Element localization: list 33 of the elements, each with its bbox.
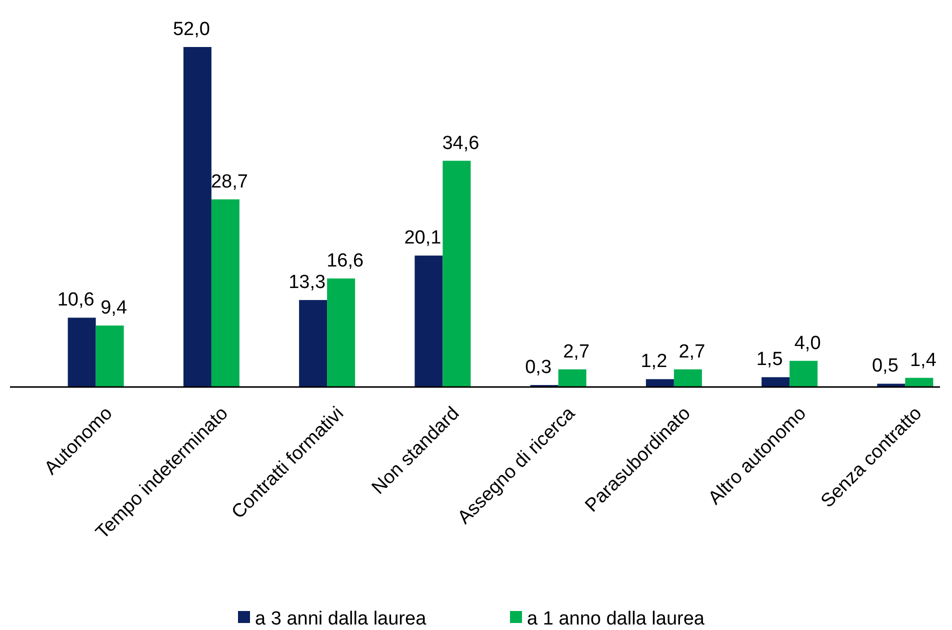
data-label: 2,7 [678, 341, 706, 362]
data-label: 9,4 [100, 298, 128, 319]
bar [68, 318, 96, 387]
data-label: 20,1 [404, 228, 442, 249]
legend-label: a 1 anno dalla laurea [527, 608, 705, 630]
data-label: 13,3 [288, 272, 326, 294]
data-label: 1,2 [640, 351, 668, 372]
bar [646, 379, 674, 387]
bar [877, 384, 906, 387]
bar [762, 377, 790, 387]
bar [183, 47, 212, 387]
bar [211, 199, 240, 387]
data-label: 52,0 [172, 19, 210, 40]
bar [790, 360, 818, 387]
bar [558, 369, 586, 387]
data-label: 1,5 [756, 349, 783, 370]
bar [327, 278, 356, 387]
data-label: 34,6 [442, 132, 480, 154]
data-label: 0,3 [525, 357, 552, 378]
data-label: 10,6 [57, 290, 94, 311]
bar [414, 256, 443, 387]
legend-label: a 3 anni dalla laurea [255, 608, 427, 630]
bar [674, 369, 702, 387]
bar [905, 378, 934, 387]
bar [442, 160, 471, 387]
data-label: 16,6 [326, 250, 364, 272]
data-label: 28,7 [210, 171, 248, 192]
bar [96, 326, 124, 387]
data-label: 1,4 [910, 350, 937, 371]
data-label: 2,7 [563, 341, 590, 362]
data-label: 4,0 [794, 332, 821, 354]
data-label: 0,5 [872, 356, 898, 377]
bar [299, 300, 328, 387]
